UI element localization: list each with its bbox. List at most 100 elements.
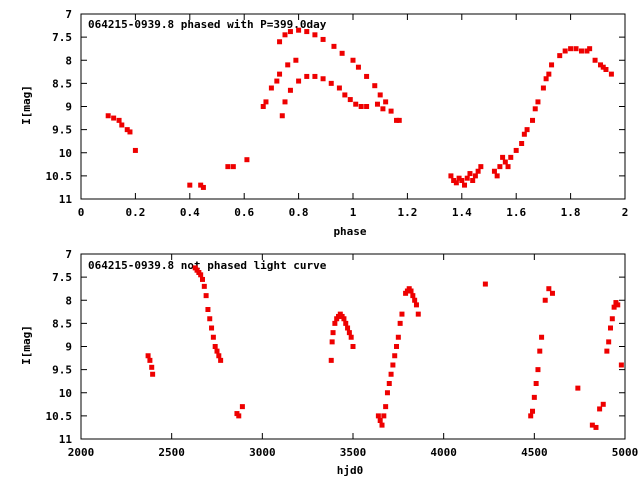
data-point bbox=[277, 71, 283, 77]
data-point bbox=[347, 97, 353, 103]
data-point bbox=[603, 67, 609, 72]
data-point bbox=[464, 175, 470, 181]
y-tick-label: 8 bbox=[65, 54, 72, 67]
x-tick-label: 1 bbox=[350, 206, 357, 219]
data-point bbox=[336, 85, 342, 91]
x-tick-label: 1.6 bbox=[506, 206, 526, 219]
y-tick-label: 8.5 bbox=[52, 77, 72, 90]
data-point bbox=[287, 29, 293, 35]
data-point bbox=[513, 147, 519, 153]
data-point bbox=[312, 73, 318, 79]
data-point bbox=[198, 272, 204, 278]
y-tick-label: 11 bbox=[59, 433, 73, 446]
data-point bbox=[456, 175, 462, 181]
data-point bbox=[116, 117, 122, 123]
data-point bbox=[546, 71, 552, 77]
y-tick-label: 7.5 bbox=[52, 271, 72, 284]
chart-title: 064215-0939.8 not phased light curve bbox=[88, 259, 327, 272]
data-point bbox=[239, 404, 245, 410]
data-point bbox=[111, 115, 117, 121]
data-point bbox=[600, 64, 606, 70]
x-tick-label: 3500 bbox=[340, 446, 367, 459]
data-point bbox=[562, 48, 568, 54]
data-point bbox=[105, 113, 111, 119]
data-point bbox=[377, 92, 383, 98]
data-point bbox=[392, 353, 398, 359]
x-tick-label: 2000 bbox=[68, 446, 95, 459]
data-point bbox=[396, 117, 402, 123]
data-point bbox=[549, 290, 555, 296]
data-point bbox=[330, 330, 336, 336]
data-point bbox=[304, 73, 310, 79]
data-point bbox=[282, 32, 288, 38]
y-tick-label: 9.5 bbox=[52, 364, 72, 377]
data-point bbox=[214, 348, 220, 354]
data-point bbox=[500, 154, 506, 160]
data-point bbox=[472, 173, 478, 179]
data-point bbox=[200, 184, 206, 190]
data-point bbox=[388, 371, 394, 377]
y-tick-label: 7 bbox=[65, 248, 72, 261]
x-tick-label: 2 bbox=[622, 206, 629, 219]
data-point bbox=[394, 117, 400, 123]
data-point bbox=[225, 164, 231, 170]
x-tick-label: 1.2 bbox=[397, 206, 417, 219]
data-point bbox=[537, 348, 543, 354]
data-point bbox=[530, 408, 536, 414]
data-point bbox=[535, 367, 541, 373]
data-point bbox=[342, 92, 348, 98]
y-tick-label: 10.5 bbox=[46, 170, 73, 183]
x-tick-label: 4500 bbox=[521, 446, 548, 459]
data-point bbox=[578, 48, 584, 54]
data-point bbox=[353, 101, 359, 107]
data-point bbox=[355, 64, 361, 70]
data-point bbox=[383, 99, 389, 105]
data-point bbox=[611, 304, 617, 310]
x-tick-label: 1.8 bbox=[561, 206, 581, 219]
y-axis-label: I[mag] bbox=[20, 325, 33, 365]
data-point bbox=[268, 85, 274, 91]
data-point bbox=[410, 293, 416, 299]
data-point bbox=[467, 171, 473, 177]
data-point bbox=[519, 141, 525, 146]
data-point bbox=[531, 394, 537, 400]
data-point bbox=[497, 164, 503, 170]
data-point bbox=[412, 297, 418, 303]
data-point bbox=[187, 182, 193, 188]
data-point bbox=[508, 154, 514, 160]
data-point bbox=[150, 371, 156, 377]
data-point bbox=[604, 348, 610, 354]
y-tick-label: 9 bbox=[65, 341, 72, 354]
data-point bbox=[388, 108, 394, 114]
data-point bbox=[502, 159, 508, 165]
data-point bbox=[260, 104, 266, 109]
x-tick-label: 0.4 bbox=[180, 206, 200, 219]
data-point bbox=[147, 357, 153, 363]
data-point bbox=[397, 320, 403, 326]
data-point bbox=[540, 85, 546, 91]
data-point bbox=[408, 288, 414, 294]
x-axis-label: phase bbox=[333, 225, 366, 238]
data-point bbox=[549, 62, 555, 68]
data-point bbox=[277, 39, 283, 45]
data-point bbox=[478, 164, 484, 170]
data-point bbox=[494, 173, 500, 179]
data-point bbox=[375, 413, 381, 419]
y-axis-label: I[mag] bbox=[20, 85, 33, 125]
data-point bbox=[598, 62, 604, 68]
y-tick-label: 9.5 bbox=[52, 124, 72, 137]
data-point bbox=[462, 182, 468, 188]
data-point bbox=[201, 283, 207, 289]
data-point bbox=[380, 106, 386, 112]
data-point bbox=[293, 57, 299, 63]
y-tick-label: 10 bbox=[59, 387, 72, 400]
data-point bbox=[209, 325, 215, 331]
data-point bbox=[543, 76, 549, 82]
data-point bbox=[379, 422, 385, 428]
data-point bbox=[350, 57, 356, 63]
data-point bbox=[348, 334, 354, 340]
data-point bbox=[482, 281, 488, 287]
data-point bbox=[459, 178, 465, 183]
x-tick-label: 0.2 bbox=[125, 206, 145, 219]
data-point bbox=[364, 73, 370, 79]
